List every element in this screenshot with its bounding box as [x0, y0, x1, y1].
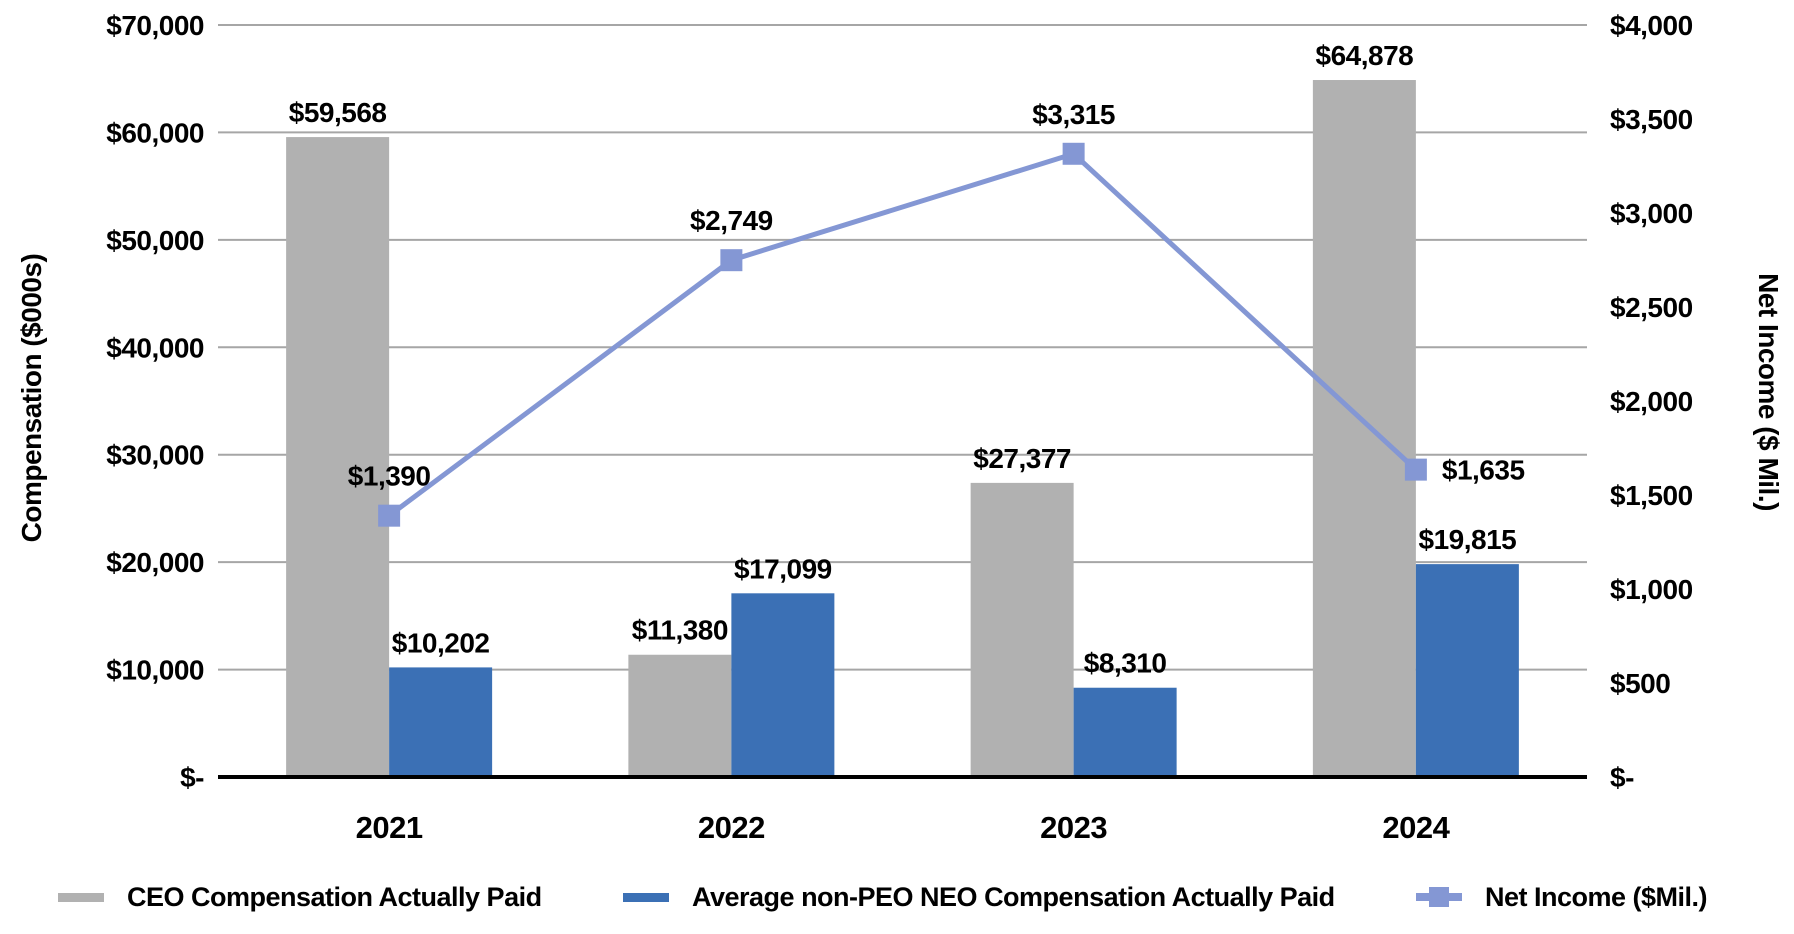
net-income-label-2024: $1,635 [1442, 455, 1525, 486]
legend-square-marker-icon [1429, 887, 1449, 907]
legend-label-neo-compensation: Average non-PEO NEO Compensation Actuall… [692, 881, 1335, 912]
ceo-bar-label-2021: $59,568 [289, 97, 387, 128]
legend-label-net-income: Net Income ($Mil.) [1485, 881, 1708, 912]
legend-swatch-ceo-compensation [58, 892, 104, 902]
left-axis-tick-label: $60,000 [106, 117, 204, 148]
ceo-bar-label-2022: $11,380 [632, 615, 728, 646]
left-axis-tick-label: $30,000 [106, 440, 204, 471]
right-axis-title: Net Income ($ Mil.) [1753, 273, 1784, 511]
net-income-line [387, 150, 1418, 518]
right-axis-tick-label: $4,000 [1610, 10, 1693, 41]
ceo-bar-2022 [628, 654, 732, 777]
left-axis-tick-label: $20,000 [106, 547, 204, 578]
left-axis-title: Compensation ($000s) [16, 253, 47, 543]
neo-bar-2021 [389, 667, 493, 777]
right-axis-tick-label: $500 [1610, 668, 1670, 699]
right-axis-tick-label: $3,000 [1610, 198, 1693, 229]
neo-bar-2024 [1415, 564, 1519, 777]
legend-swatch-neo-compensation [623, 892, 669, 902]
legend-item-neo-compensation: Average non-PEO NEO Compensation Actuall… [623, 878, 1335, 916]
left-axis-tick-label: $50,000 [106, 225, 204, 256]
legend-swatch-net-income [1416, 886, 1462, 908]
right-axis-tick-label: $2,000 [1610, 386, 1693, 417]
right-axis-tick-label: $2,500 [1610, 292, 1693, 323]
x-axis-category-label: 2022 [698, 810, 765, 845]
net-income-point-2024 [1404, 458, 1427, 481]
neo-bar-2022 [731, 593, 835, 777]
right-axis-tick-label: $3,500 [1610, 104, 1693, 135]
neo-bar-label-2021: $10,202 [392, 627, 490, 658]
right-axis-tick-label: $- [1610, 762, 1634, 793]
neo-bar-2023 [1073, 687, 1177, 777]
ceo-bar-label-2023: $27,377 [973, 443, 1071, 474]
net-income-point-2021 [378, 504, 401, 527]
left-axis-tick-label: $40,000 [106, 332, 204, 363]
x-axis-category-label: 2021 [356, 810, 423, 845]
neo-bar-label-2022: $17,099 [734, 553, 832, 584]
right-axis-tick-label: $1,000 [1610, 574, 1693, 605]
left-axis-tick-label: $10,000 [106, 655, 204, 686]
x-axis-category-label: 2024 [1382, 810, 1450, 845]
x-axis-category-label: 2023 [1040, 810, 1107, 845]
right-axis-tick-label: $1,500 [1610, 480, 1693, 511]
neo-bar-label-2023: $8,310 [1084, 648, 1167, 679]
ceo-bar-2024 [1312, 80, 1416, 778]
net-income-label-2023: $3,315 [1032, 99, 1115, 130]
ceo-bar-label-2024: $64,878 [1316, 40, 1414, 71]
net-income-label-2022: $2,749 [690, 205, 773, 236]
legend-label-ceo-compensation: CEO Compensation Actually Paid [127, 881, 542, 912]
net-income-point-2022 [720, 249, 743, 272]
ceo-bar-2023 [970, 482, 1074, 777]
net-income-label-2021: $1,390 [348, 461, 431, 492]
legend-item-net-income: Net Income ($Mil.) [1416, 878, 1708, 916]
neo-bar-label-2024: $19,815 [1419, 524, 1517, 555]
net-income-point-2023 [1062, 142, 1085, 165]
legend-item-ceo-compensation: CEO Compensation Actually Paid [58, 878, 542, 916]
left-axis-tick-label: $- [180, 762, 204, 793]
left-axis-tick-label: $70,000 [106, 10, 204, 41]
ceo-bar-2021 [286, 137, 390, 778]
